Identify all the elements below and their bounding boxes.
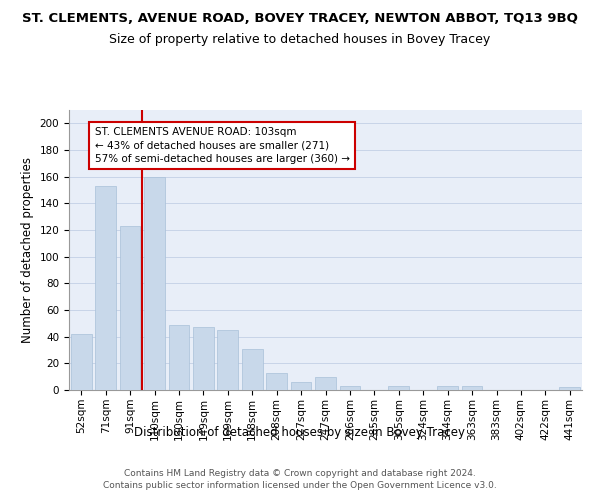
Bar [119,226,140,390]
Bar [71,334,92,390]
Bar [193,328,214,390]
Bar [169,324,190,390]
Bar [266,372,287,390]
Bar [315,376,336,390]
Y-axis label: Number of detached properties: Number of detached properties [21,157,34,343]
Text: Contains public sector information licensed under the Open Government Licence v3: Contains public sector information licen… [103,482,497,490]
Bar [242,348,263,390]
Bar [95,186,116,390]
Text: ST. CLEMENTS, AVENUE ROAD, BOVEY TRACEY, NEWTON ABBOT, TQ13 9BQ: ST. CLEMENTS, AVENUE ROAD, BOVEY TRACEY,… [22,12,578,26]
Bar [388,386,409,390]
Bar [144,176,165,390]
Text: Distribution of detached houses by size in Bovey Tracey: Distribution of detached houses by size … [134,426,466,439]
Text: Size of property relative to detached houses in Bovey Tracey: Size of property relative to detached ho… [109,32,491,46]
Bar [340,386,361,390]
Bar [437,386,458,390]
Text: ST. CLEMENTS AVENUE ROAD: 103sqm
← 43% of detached houses are smaller (271)
57% : ST. CLEMENTS AVENUE ROAD: 103sqm ← 43% o… [95,128,350,164]
Bar [461,386,482,390]
Bar [559,388,580,390]
Bar [217,330,238,390]
Text: Contains HM Land Registry data © Crown copyright and database right 2024.: Contains HM Land Registry data © Crown c… [124,470,476,478]
Bar [290,382,311,390]
